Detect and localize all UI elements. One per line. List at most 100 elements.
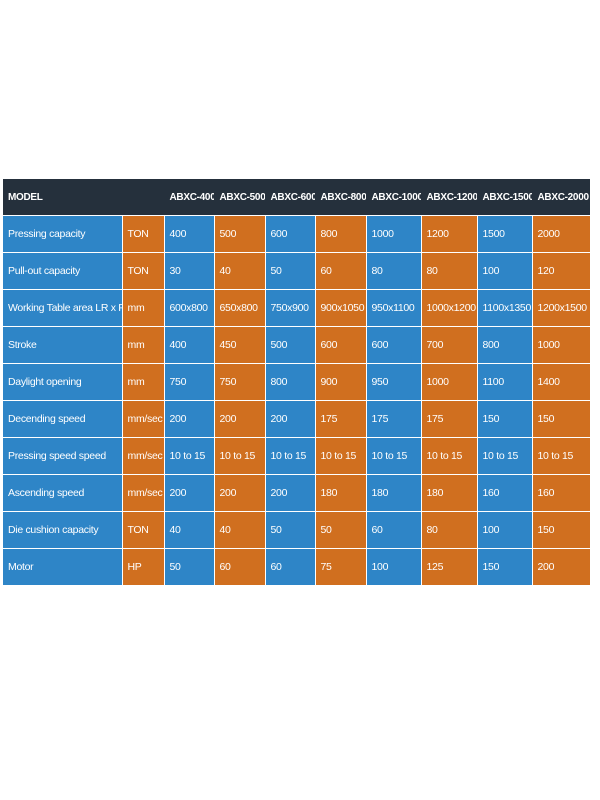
table-cell: 60 bbox=[366, 511, 422, 549]
table-cell: 100 bbox=[366, 548, 422, 586]
table-cell: 180 bbox=[421, 474, 478, 512]
row-label: Pull-out capacity bbox=[3, 252, 123, 290]
row-unit: mm bbox=[122, 289, 165, 327]
table-cell: 1200x1500 bbox=[532, 289, 590, 327]
table-cell: 160 bbox=[532, 474, 590, 512]
table-cell: 1400 bbox=[532, 363, 590, 401]
table-row: Daylight opening mm 750 750 800 900 950 1000 110… bbox=[3, 363, 590, 401]
table-cell: 400 bbox=[164, 215, 215, 253]
table-cell: 160 bbox=[477, 474, 533, 512]
table-cell: 100 bbox=[477, 252, 533, 290]
table-cell: 1000 bbox=[421, 363, 478, 401]
table-cell: 150 bbox=[477, 400, 533, 438]
row-unit: TON bbox=[122, 252, 165, 290]
header-model-1: ABXC-400 bbox=[164, 179, 215, 216]
table-cell: 120 bbox=[532, 252, 590, 290]
header-model-4: ABXC-800 bbox=[315, 179, 367, 216]
row-label: Daylight opening bbox=[3, 363, 123, 401]
table-row: Ascending speed mm/sec 200 200 200 180 180 180 1… bbox=[3, 474, 590, 512]
table-cell: 1000 bbox=[532, 326, 590, 364]
table-cell: 200 bbox=[214, 474, 266, 512]
table-cell: 400 bbox=[164, 326, 215, 364]
header-model-8: ABXC-2000 bbox=[532, 179, 590, 216]
table-cell: 100 bbox=[477, 511, 533, 549]
table-cell: 30 bbox=[164, 252, 215, 290]
table-cell: 900 bbox=[315, 363, 367, 401]
table-cell: 180 bbox=[315, 474, 367, 512]
table-cell: 175 bbox=[421, 400, 478, 438]
table-cell: 1100 bbox=[477, 363, 533, 401]
table-cell: 750 bbox=[164, 363, 215, 401]
table-cell: 150 bbox=[477, 548, 533, 586]
table-cell: 80 bbox=[421, 252, 478, 290]
table-cell: 10 to 15 bbox=[265, 437, 316, 475]
table-cell: 600 bbox=[265, 215, 316, 253]
row-unit: mm/sec bbox=[122, 400, 165, 438]
table-cell: 10 to 15 bbox=[532, 437, 590, 475]
table-cell: 500 bbox=[265, 326, 316, 364]
table-cell: 10 to 15 bbox=[214, 437, 266, 475]
table-cell: 80 bbox=[366, 252, 422, 290]
table-cell: 200 bbox=[265, 400, 316, 438]
table-cell: 1200 bbox=[421, 215, 478, 253]
header-model-3: ABXC-600 bbox=[265, 179, 316, 216]
header-model-5: ABXC-1000 bbox=[366, 179, 422, 216]
table-cell: 900x1050 bbox=[315, 289, 367, 327]
table-cell: 60 bbox=[315, 252, 367, 290]
table-cell: 125 bbox=[421, 548, 478, 586]
row-unit: mm/sec bbox=[122, 437, 165, 475]
row-label: Pressing speed speed bbox=[3, 437, 123, 475]
table-cell: 40 bbox=[164, 511, 215, 549]
row-label: Pressing capacity bbox=[3, 215, 123, 253]
table-cell: 600 bbox=[315, 326, 367, 364]
table-cell: 60 bbox=[214, 548, 266, 586]
table-row: Motor HP 50 60 60 75 100 125 150 200 bbox=[3, 548, 590, 586]
table-cell: 200 bbox=[164, 474, 215, 512]
row-unit: TON bbox=[122, 511, 165, 549]
table-row: Pressing speed speed mm/sec 10 to 15 10 to … bbox=[3, 437, 590, 475]
table-cell: 950x1100 bbox=[366, 289, 422, 327]
table-row: Pressing capacity TON 400 500 600 800 1000 1200… bbox=[3, 215, 590, 253]
table-cell: 950 bbox=[366, 363, 422, 401]
table-cell: 10 to 15 bbox=[477, 437, 533, 475]
table-cell: 1000 bbox=[366, 215, 422, 253]
table-cell: 1100x1350 bbox=[477, 289, 533, 327]
table-cell: 800 bbox=[265, 363, 316, 401]
header-unit bbox=[122, 179, 165, 216]
spec-table: MODEL ABXC-400 ABXC-500 ABXC-600 ABXC-800 ABX… bbox=[3, 179, 590, 586]
table-header: MODEL ABXC-400 ABXC-500 ABXC-600 ABXC-800 ABX… bbox=[3, 179, 590, 216]
table-row: Pull-out capacity TON 30 40 50 60 80 80 100 120 bbox=[3, 252, 590, 290]
table-cell: 2000 bbox=[532, 215, 590, 253]
table-cell: 180 bbox=[366, 474, 422, 512]
row-unit: mm bbox=[122, 326, 165, 364]
header-model-7: ABXC-1500 bbox=[477, 179, 533, 216]
header-model-6: ABXC-1200 bbox=[421, 179, 478, 216]
table-cell: 800 bbox=[477, 326, 533, 364]
table-row: Stroke mm 400 450 500 600 600 700 800 1000 bbox=[3, 326, 590, 364]
header-model-label: MODEL bbox=[3, 179, 123, 216]
table-row: Working Table area LR x FB mm 600x800 650x8… bbox=[3, 289, 590, 327]
table-cell: 50 bbox=[265, 511, 316, 549]
table-cell: 200 bbox=[164, 400, 215, 438]
table-cell: 700 bbox=[421, 326, 478, 364]
row-label: Decending speed bbox=[3, 400, 123, 438]
table-cell: 800 bbox=[315, 215, 367, 253]
table-row: Decending speed mm/sec 200 200 200 175 175 175 1… bbox=[3, 400, 590, 438]
table-cell: 10 to 15 bbox=[164, 437, 215, 475]
header-model-2: ABXC-500 bbox=[214, 179, 266, 216]
table-cell: 1000x1200 bbox=[421, 289, 478, 327]
table-cell: 175 bbox=[315, 400, 367, 438]
table-cell: 750x900 bbox=[265, 289, 316, 327]
table-cell: 75 bbox=[315, 548, 367, 586]
row-unit: mm/sec bbox=[122, 474, 165, 512]
table-cell: 40 bbox=[214, 511, 266, 549]
table-cell: 80 bbox=[421, 511, 478, 549]
table-cell: 40 bbox=[214, 252, 266, 290]
table-cell: 50 bbox=[265, 252, 316, 290]
table-cell: 150 bbox=[532, 511, 590, 549]
row-unit: TON bbox=[122, 215, 165, 253]
row-label: Die cushion capacity bbox=[3, 511, 123, 549]
table-cell: 10 to 15 bbox=[366, 437, 422, 475]
table-cell: 200 bbox=[532, 548, 590, 586]
row-label: Motor bbox=[3, 548, 123, 586]
